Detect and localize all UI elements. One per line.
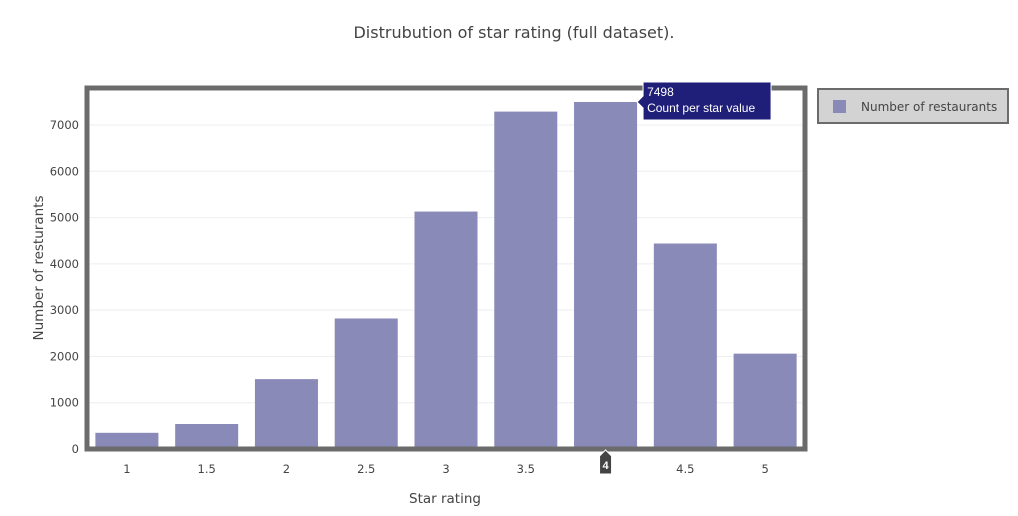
hover-tooltip: 7498 Count per star value 4 [599,81,772,475]
plot-border [84,85,808,452]
bar-5[interactable] [733,353,797,449]
y-tick-label: 3000 [50,303,79,317]
bar-3[interactable] [414,211,478,449]
y-axis-title: Number of resturants [31,196,47,341]
y-tick-label: 4000 [50,257,79,271]
y-axis-ticks: 0 1000 2000 3000 4000 5000 6000 7000 [50,118,79,456]
bar-4[interactable] [574,101,638,450]
legend-swatch [833,100,846,113]
chart-title: Distrubution of star rating (full datase… [353,23,674,42]
y-tick-label: 5000 [50,211,79,225]
y-tick-label: 1000 [50,396,79,410]
x-tick-label: 2 [283,462,290,476]
hover-x-label: 4 [602,460,609,472]
x-tick-label: 2.5 [357,462,375,476]
y-tick-label: 2000 [50,349,79,363]
legend-label: Number of restaurants [861,100,997,114]
y-tick-label: 6000 [50,164,79,178]
x-tick-label: 5 [761,462,768,476]
bar-2[interactable] [254,379,318,449]
x-tick-label: 1 [123,462,130,476]
bars[interactable] [95,101,797,450]
hover-x-box [599,449,613,475]
x-tick-label: 3.5 [517,462,535,476]
hover-value: 7498 [647,85,674,99]
legend[interactable]: Number of restaurants [817,88,1009,124]
hover-box [636,81,772,121]
x-axis-ticks: 1 1.5 2 2.5 3 3.5 4.5 5 [123,462,769,476]
x-tick-label: 1.5 [198,462,216,476]
x-axis-title: Star rating [409,491,481,507]
y-tick-label: 7000 [50,118,79,132]
x-tick-label: 3 [442,462,449,476]
legend-box [817,88,1009,124]
x-tick-label: 4.5 [676,462,694,476]
bar-3-5[interactable] [494,111,558,449]
bar-2-5[interactable] [334,318,398,449]
bar-1-5[interactable] [175,424,239,449]
hover-series-label: Count per star value [647,101,755,115]
bar-1[interactable] [95,432,159,449]
bar-4-5[interactable] [653,243,717,449]
y-tick-label: 0 [72,442,79,456]
plot-frame [84,85,808,452]
